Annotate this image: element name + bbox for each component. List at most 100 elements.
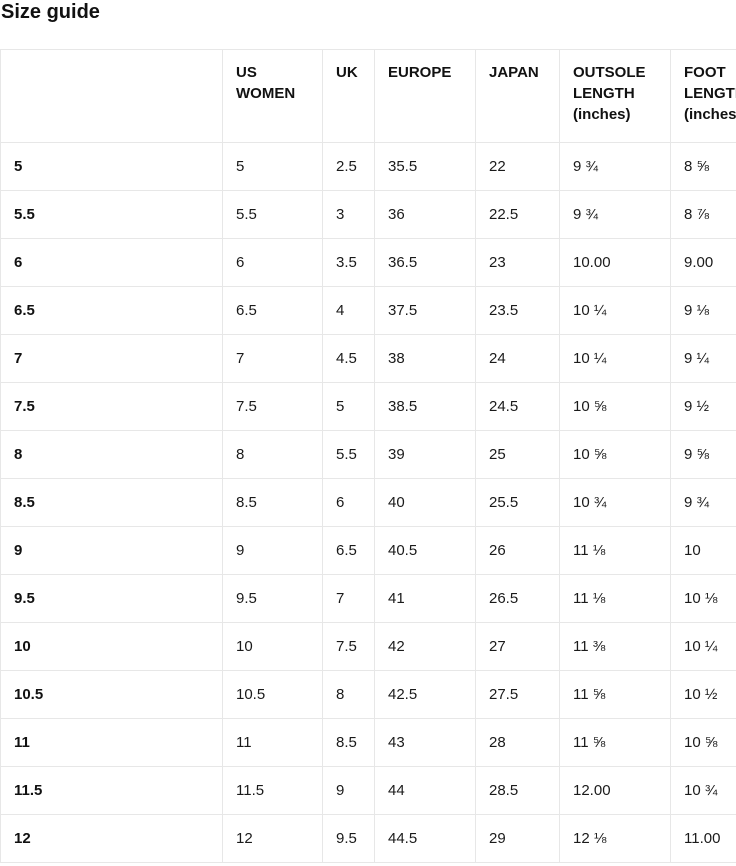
table-row-size-11: 11 11 8.5 43 28 11 ⅝ 10 ⅝ [0, 718, 736, 767]
cell-outsole: 9 ¾ [559, 142, 671, 191]
cell-europe: 40 [374, 478, 476, 527]
cell-foot: 11.00 [670, 814, 736, 863]
cell-outsole: 10 ⅝ [559, 430, 671, 479]
cell-europe: 44 [374, 766, 476, 815]
cell-size: 7.5 [0, 382, 223, 431]
cell-foot: 9.00 [670, 238, 736, 287]
cell-size: 9 [0, 526, 223, 575]
cell-us_women: 8.5 [222, 478, 323, 527]
column-header-size [0, 49, 223, 143]
cell-foot: 10 ¾ [670, 766, 736, 815]
cell-size: 6 [0, 238, 223, 287]
cell-us_women: 6 [222, 238, 323, 287]
cell-foot: 9 ⅛ [670, 286, 736, 335]
cell-foot: 10 ½ [670, 670, 736, 719]
cell-japan: 24.5 [475, 382, 560, 431]
table-row-size-9.5: 9.5 9.5 7 41 26.5 11 ⅛ 10 ⅛ [0, 574, 736, 623]
cell-foot: 10 ⅝ [670, 718, 736, 767]
cell-outsole: 10.00 [559, 238, 671, 287]
table-row-size-10: 10 10 7.5 42 27 11 ⅜ 10 ¼ [0, 622, 736, 671]
cell-outsole: 11 ⅝ [559, 670, 671, 719]
cell-outsole: 10 ¼ [559, 286, 671, 335]
cell-europe: 40.5 [374, 526, 476, 575]
cell-uk: 9 [322, 766, 375, 815]
column-header-uk: UK [322, 49, 375, 143]
cell-us_women: 12 [222, 814, 323, 863]
cell-europe: 43 [374, 718, 476, 767]
cell-foot: 8 ⅝ [670, 142, 736, 191]
size-guide-table: US WOMEN UK EUROPE JAPAN OUTSOLE LENGTH (inc… [0, 49, 736, 863]
cell-size: 7 [0, 334, 223, 383]
cell-japan: 26.5 [475, 574, 560, 623]
cell-foot: 8 ⅞ [670, 190, 736, 239]
cell-uk: 6.5 [322, 526, 375, 575]
cell-foot: 9 ½ [670, 382, 736, 431]
cell-size: 12 [0, 814, 223, 863]
cell-europe: 37.5 [374, 286, 476, 335]
cell-outsole: 10 ⅝ [559, 382, 671, 431]
column-header-outsole: OUTSOLE LENGTH (inches) [559, 49, 671, 143]
cell-outsole: 10 ¾ [559, 478, 671, 527]
column-header-us_women: US WOMEN [222, 49, 323, 143]
cell-size: 11 [0, 718, 223, 767]
size-guide-table-container: US WOMEN UK EUROPE JAPAN OUTSOLE LENGTH (inc… [0, 49, 736, 863]
cell-japan: 23 [475, 238, 560, 287]
cell-outsole: 11 ⅛ [559, 574, 671, 623]
cell-europe: 35.5 [374, 142, 476, 191]
cell-europe: 41 [374, 574, 476, 623]
cell-uk: 5 [322, 382, 375, 431]
cell-size: 8 [0, 430, 223, 479]
cell-us_women: 7 [222, 334, 323, 383]
cell-europe: 42 [374, 622, 476, 671]
cell-us_women: 9.5 [222, 574, 323, 623]
column-header-europe: EUROPE [374, 49, 476, 143]
cell-foot: 10 ⅛ [670, 574, 736, 623]
cell-japan: 22 [475, 142, 560, 191]
cell-japan: 24 [475, 334, 560, 383]
cell-europe: 38 [374, 334, 476, 383]
cell-us_women: 8 [222, 430, 323, 479]
table-row-size-11.5: 11.5 11.5 9 44 28.5 12.00 10 ¾ [0, 766, 736, 815]
cell-uk: 3 [322, 190, 375, 239]
cell-europe: 39 [374, 430, 476, 479]
cell-japan: 23.5 [475, 286, 560, 335]
cell-japan: 25.5 [475, 478, 560, 527]
cell-us_women: 5.5 [222, 190, 323, 239]
cell-europe: 36 [374, 190, 476, 239]
column-header-foot: FOOT LENGTH (inches) [670, 49, 736, 143]
cell-foot: 9 ¾ [670, 478, 736, 527]
cell-japan: 26 [475, 526, 560, 575]
cell-us_women: 7.5 [222, 382, 323, 431]
page-title: Size guide [1, 1, 100, 23]
cell-outsole: 11 ⅝ [559, 718, 671, 767]
cell-uk: 5.5 [322, 430, 375, 479]
cell-outsole: 11 ⅜ [559, 622, 671, 671]
cell-uk: 7 [322, 574, 375, 623]
cell-foot: 9 ⅝ [670, 430, 736, 479]
cell-outsole: 12 ⅛ [559, 814, 671, 863]
cell-europe: 44.5 [374, 814, 476, 863]
cell-size: 10.5 [0, 670, 223, 719]
cell-us_women: 10 [222, 622, 323, 671]
cell-japan: 27 [475, 622, 560, 671]
cell-japan: 27.5 [475, 670, 560, 719]
cell-outsole: 11 ⅛ [559, 526, 671, 575]
table-row-size-10.5: 10.5 10.5 8 42.5 27.5 11 ⅝ 10 ½ [0, 670, 736, 719]
cell-foot: 9 ¼ [670, 334, 736, 383]
cell-us_women: 9 [222, 526, 323, 575]
table-row-size-6: 6 6 3.5 36.5 23 10.00 9.00 [0, 238, 736, 287]
cell-size: 5.5 [0, 190, 223, 239]
cell-us_women: 6.5 [222, 286, 323, 335]
cell-uk: 2.5 [322, 142, 375, 191]
table-row-size-9: 9 9 6.5 40.5 26 11 ⅛ 10 [0, 526, 736, 575]
cell-uk: 3.5 [322, 238, 375, 287]
column-header-japan: JAPAN [475, 49, 560, 143]
cell-uk: 6 [322, 478, 375, 527]
table-header-row: US WOMEN UK EUROPE JAPAN OUTSOLE LENGTH (inc… [0, 49, 736, 143]
